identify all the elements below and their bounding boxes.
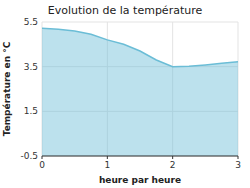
y-tick-label: 1.5 — [24, 106, 38, 116]
chart-title: Evolution de la température — [48, 4, 203, 17]
area-fill — [42, 28, 238, 156]
x-tick-label: 3 — [235, 160, 241, 170]
y-tick-label: 3.5 — [24, 62, 38, 72]
area-line — [42, 28, 238, 66]
x-axis-label: heure par heure — [99, 175, 181, 185]
x-axis-line — [42, 156, 238, 157]
y-axis-label: Température en °C — [2, 41, 12, 136]
chart-container: 0 1 2 3 -0.5 1.5 3.5 5.5 Evolution de la tempéra… — [0, 0, 250, 188]
x-tick-label: 1 — [104, 160, 110, 170]
x-tick-label: 2 — [170, 160, 176, 170]
plot-area — [42, 28, 238, 156]
axes: 0 1 2 3 -0.5 1.5 3.5 5.5 — [20, 17, 240, 170]
grid-line-y — [42, 22, 238, 23]
x-tick — [107, 156, 108, 159]
x-tick — [42, 156, 43, 159]
grid — [42, 22, 238, 156]
x-tick-label: 0 — [39, 160, 45, 170]
grid-line-y — [42, 156, 238, 157]
chart-svg: 0 1 2 3 -0.5 1.5 3.5 5.5 Evolution de la tempéra… — [0, 0, 250, 188]
x-tick — [172, 156, 173, 159]
y-tick-label: 5.5 — [24, 17, 38, 27]
x-tick — [238, 156, 239, 159]
y-tick-label: -0.5 — [20, 151, 38, 161]
